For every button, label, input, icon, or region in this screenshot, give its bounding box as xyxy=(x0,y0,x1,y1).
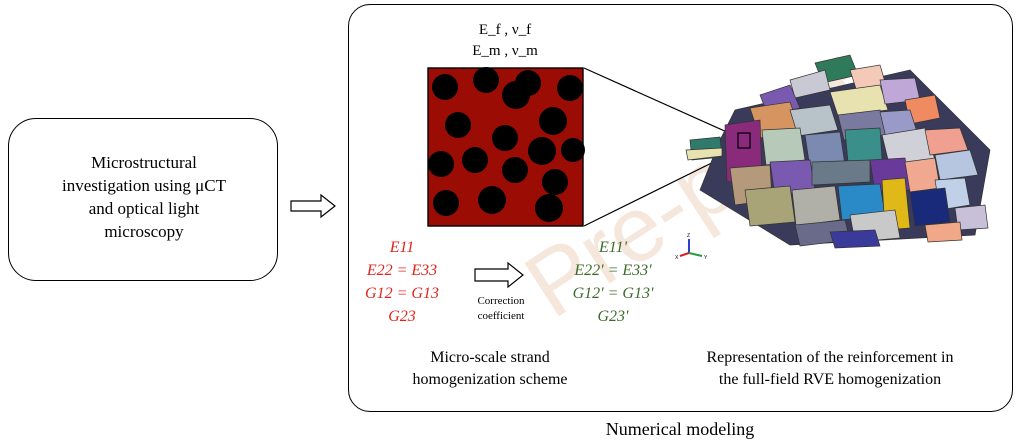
zoom-line-top xyxy=(583,67,739,138)
hollow-arrow-left xyxy=(290,193,336,219)
microstructure-box xyxy=(8,118,278,281)
corrected-stiffness: E11' E22' = E33' G12' = G13' G23' xyxy=(572,239,654,325)
matrix-properties: E_m , ν_m xyxy=(472,43,538,59)
constituent-properties: E_f , ν_f E_m , ν_m xyxy=(430,20,580,62)
numerical-modeling-caption: Numerical modeling xyxy=(605,419,755,439)
fiber-circles xyxy=(428,67,585,222)
hollow-arrow-correction xyxy=(474,261,524,289)
strand-microstructure xyxy=(427,67,585,227)
micro-scale-caption: Micro-scale strand homogenization scheme xyxy=(412,349,568,388)
zoom-square xyxy=(737,132,751,149)
correction-coefficient-label: Correction coefficient xyxy=(477,295,525,322)
svg-text:Y: Y xyxy=(704,255,708,261)
rve-strand-model xyxy=(685,54,991,249)
fiber-properties: E_f , ν_f xyxy=(478,22,532,38)
input-stiffness: E11 E22 = E33 G12 = G13 G23 xyxy=(365,239,439,325)
svg-text:Z: Z xyxy=(687,233,690,239)
axes-triad-icon: Z Y X xyxy=(675,233,708,261)
microstructure-text: Microstructural investigation using μCT … xyxy=(62,153,226,241)
svg-text:X: X xyxy=(675,255,679,261)
rve-caption: Representation of the reinforcement in t… xyxy=(706,349,954,388)
